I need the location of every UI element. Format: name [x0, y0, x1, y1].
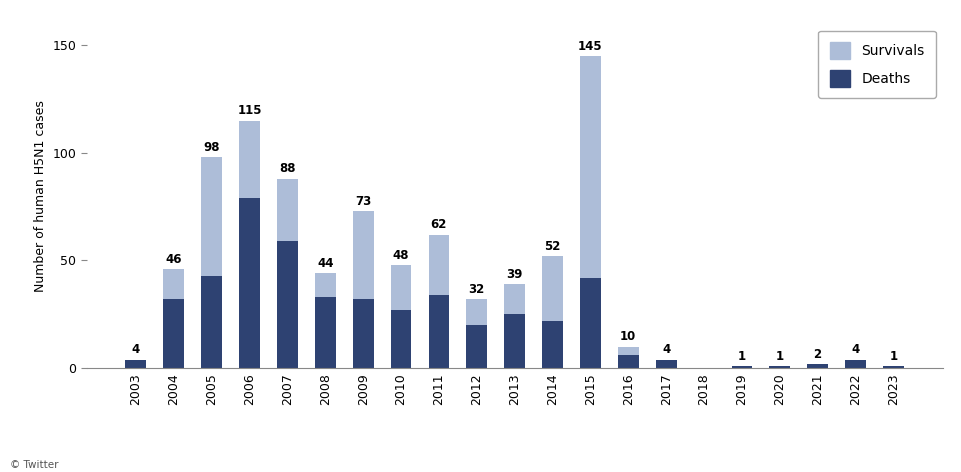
Text: 10: 10 [620, 330, 636, 344]
Text: 39: 39 [505, 268, 523, 281]
Bar [882, 366, 903, 368]
Text: 2: 2 [813, 347, 821, 361]
Bar [542, 321, 562, 368]
Bar [239, 198, 259, 368]
Bar [125, 360, 146, 368]
Text: © Twitter: © Twitter [10, 460, 58, 470]
Bar [353, 211, 373, 299]
Bar [466, 325, 486, 368]
Text: 46: 46 [165, 253, 182, 266]
Bar [277, 241, 298, 368]
Text: 48: 48 [392, 249, 408, 261]
Legend: Survivals, Deaths: Survivals, Deaths [818, 31, 935, 98]
Text: 1: 1 [775, 350, 783, 363]
Text: 52: 52 [544, 240, 560, 253]
Bar [390, 310, 411, 368]
Bar [466, 299, 486, 325]
Text: 62: 62 [431, 219, 447, 231]
Text: 4: 4 [661, 343, 670, 356]
Bar [504, 284, 525, 314]
Bar [579, 278, 601, 368]
Bar [428, 235, 449, 295]
Bar [617, 355, 638, 368]
Text: 73: 73 [355, 195, 371, 208]
Bar [504, 314, 525, 368]
Bar [353, 299, 373, 368]
Text: 32: 32 [468, 283, 484, 296]
Bar [428, 295, 449, 368]
Bar [806, 364, 827, 368]
Bar [542, 256, 562, 321]
Y-axis label: Number of human H5N1 cases: Number of human H5N1 cases [34, 100, 47, 292]
Bar [239, 120, 259, 198]
Bar [579, 56, 601, 278]
Bar [655, 360, 676, 368]
Text: 145: 145 [578, 40, 603, 53]
Text: 115: 115 [237, 104, 261, 117]
Bar [769, 366, 789, 368]
Bar [201, 157, 222, 276]
Text: 4: 4 [850, 343, 859, 356]
Bar [390, 265, 411, 310]
Bar [617, 346, 638, 355]
Text: 1: 1 [888, 350, 897, 363]
Text: 88: 88 [279, 162, 295, 176]
Bar [277, 178, 298, 241]
Bar [163, 269, 184, 299]
Text: 4: 4 [132, 343, 140, 356]
Bar [314, 297, 335, 368]
Bar [314, 273, 335, 297]
Bar [845, 360, 865, 368]
Bar [163, 299, 184, 368]
Text: 1: 1 [737, 350, 745, 363]
Text: 44: 44 [317, 257, 333, 270]
Bar [730, 366, 752, 368]
Bar [201, 276, 222, 368]
Text: 98: 98 [203, 141, 220, 154]
